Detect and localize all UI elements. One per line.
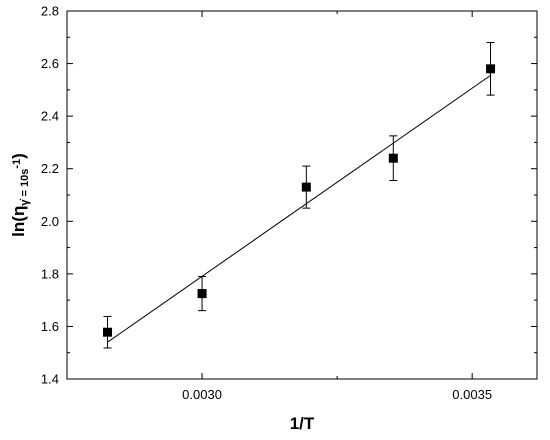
y-tick-label: 2.6 xyxy=(41,56,59,71)
y-tick-label: 1.8 xyxy=(41,266,59,281)
y-tick-label: 2.2 xyxy=(41,161,59,176)
error-bars xyxy=(103,42,495,349)
data-point xyxy=(388,153,398,163)
x-tick-label: 0.0035 xyxy=(452,387,492,402)
y-tick-label: 2.8 xyxy=(41,4,59,19)
y-axis-title: ln(ηγ̇ = 10s-1) xyxy=(9,153,31,237)
data-point xyxy=(197,289,207,299)
y-tick-label: 1.6 xyxy=(41,319,59,334)
y-axis-title-sup: -1 xyxy=(11,159,23,169)
plot-frame xyxy=(66,10,538,380)
fit-line xyxy=(107,74,491,343)
data-point xyxy=(103,327,113,337)
y-axis-title-sub: γ̇ = 10s xyxy=(19,169,31,206)
axis-tick-labels: 1.4 1.6 1.8 2.0 2.2 2.4 2.6 2.8 0.0030 0.0035 xyxy=(41,4,492,403)
data-points xyxy=(103,64,496,337)
axis-ticks xyxy=(66,10,537,380)
y-tick-label: 2.0 xyxy=(41,214,59,229)
x-axis-title: 1/T xyxy=(290,414,315,433)
y-tick-label: 1.4 xyxy=(41,372,59,387)
y-axis-title-main: ln(η xyxy=(9,206,28,237)
data-point xyxy=(486,64,496,74)
y-tick-label: 2.4 xyxy=(41,109,59,124)
y-axis-title-close: ) xyxy=(9,153,28,159)
data-point xyxy=(301,182,311,192)
x-tick-label: 0.0030 xyxy=(182,387,222,402)
